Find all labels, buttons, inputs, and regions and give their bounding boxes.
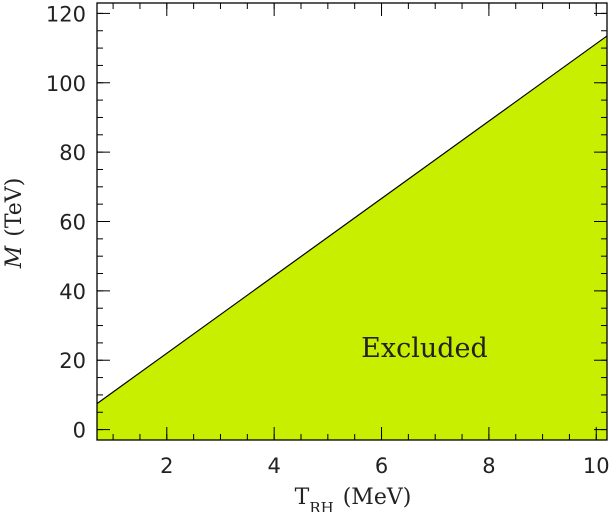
excluded-label: Excluded	[361, 333, 488, 364]
plot-frame	[96, 2, 608, 441]
y-tick-label: 40	[59, 280, 86, 304]
x-tick-label: 4	[267, 454, 280, 478]
y-tick-label: 20	[59, 349, 86, 373]
y-tick-label: 60	[59, 211, 86, 235]
major-ticks	[97, 3, 607, 440]
y-tick-label: 0	[73, 419, 86, 443]
boundary-line	[96, 35, 608, 405]
y-tick-labels: 0 20 40 60 80 100 120	[46, 2, 86, 442]
x-axis-label: TRH (MeV)	[295, 485, 412, 512]
excluded-region	[97, 35, 607, 440]
y-tick-label: 100	[46, 72, 86, 96]
x-tick-label: 10	[583, 454, 610, 478]
x-tick-labels: 2 4 6 8 10	[160, 454, 610, 478]
y-tick-label: 120	[46, 2, 86, 26]
x-tick-label: 2	[160, 454, 173, 478]
x-tick-label: 6	[375, 454, 388, 478]
x-tick-label: 8	[482, 454, 495, 478]
y-axis-label: M(TeV)	[2, 178, 27, 270]
y-tick-label: 80	[59, 141, 86, 165]
